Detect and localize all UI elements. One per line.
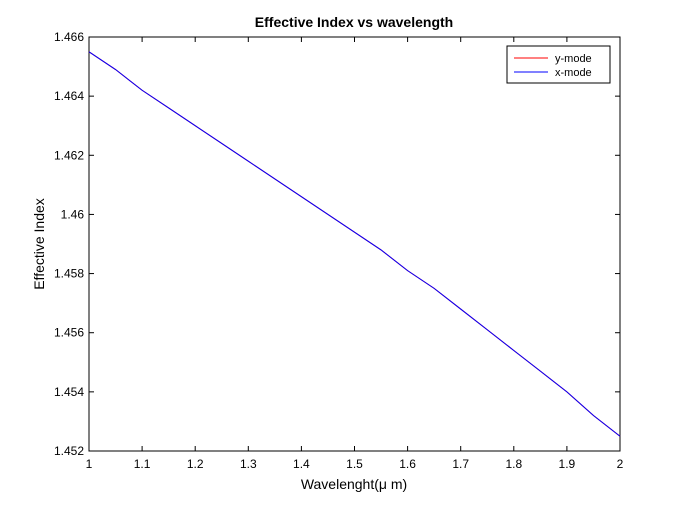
y-tick-label: 1.454 — [54, 385, 84, 399]
y-tick-label: 1.466 — [54, 30, 84, 44]
legend-label-y-mode: y-mode — [555, 53, 592, 65]
legend-box — [506, 45, 611, 84]
y-tick-label: 1.456 — [54, 326, 84, 340]
x-tick-label: 1 — [86, 457, 93, 471]
y-tick-label: 1.462 — [54, 148, 84, 162]
legend-label-x-mode: x-mode — [555, 67, 592, 79]
x-tick-label: 2 — [617, 457, 624, 471]
y-tick-label: 1.464 — [54, 89, 84, 103]
x-tick-label: 1.9 — [559, 457, 576, 471]
x-tick-label: 1.2 — [187, 457, 204, 471]
series-line-x-mode — [88, 51, 621, 437]
x-tick-label: 1.4 — [293, 457, 310, 471]
y-axis-label: Effective Index — [31, 198, 47, 290]
x-tick-label: 1.6 — [399, 457, 416, 471]
x-tick-label: 1.1 — [134, 457, 151, 471]
legend: y-mode x-mode — [506, 45, 611, 84]
chart-title: Effective Index vs wavelength — [255, 14, 453, 30]
x-axis-label: Wavelenght(μ m) — [301, 476, 407, 492]
y-tick-label: 1.452 — [54, 444, 84, 458]
x-tick-label: 1.7 — [452, 457, 469, 471]
y-tick-label: 1.458 — [54, 267, 84, 281]
x-tick-label: 1.5 — [346, 457, 363, 471]
y-axis: 1.452 1.454 1.456 1.458 1.46 1.462 1.464 1.466 — [54, 30, 620, 458]
x-tick-label: 1.8 — [505, 457, 522, 471]
y-tick-label: 1.46 — [61, 207, 85, 221]
plot-area — [88, 36, 621, 452]
x-tick-label: 1.3 — [240, 457, 257, 471]
series-layer — [88, 51, 621, 437]
x-axis: 1 1.1 1.2 1.3 1.4 1.5 1.6 1.7 1.8 1.9 2 — [86, 37, 624, 471]
